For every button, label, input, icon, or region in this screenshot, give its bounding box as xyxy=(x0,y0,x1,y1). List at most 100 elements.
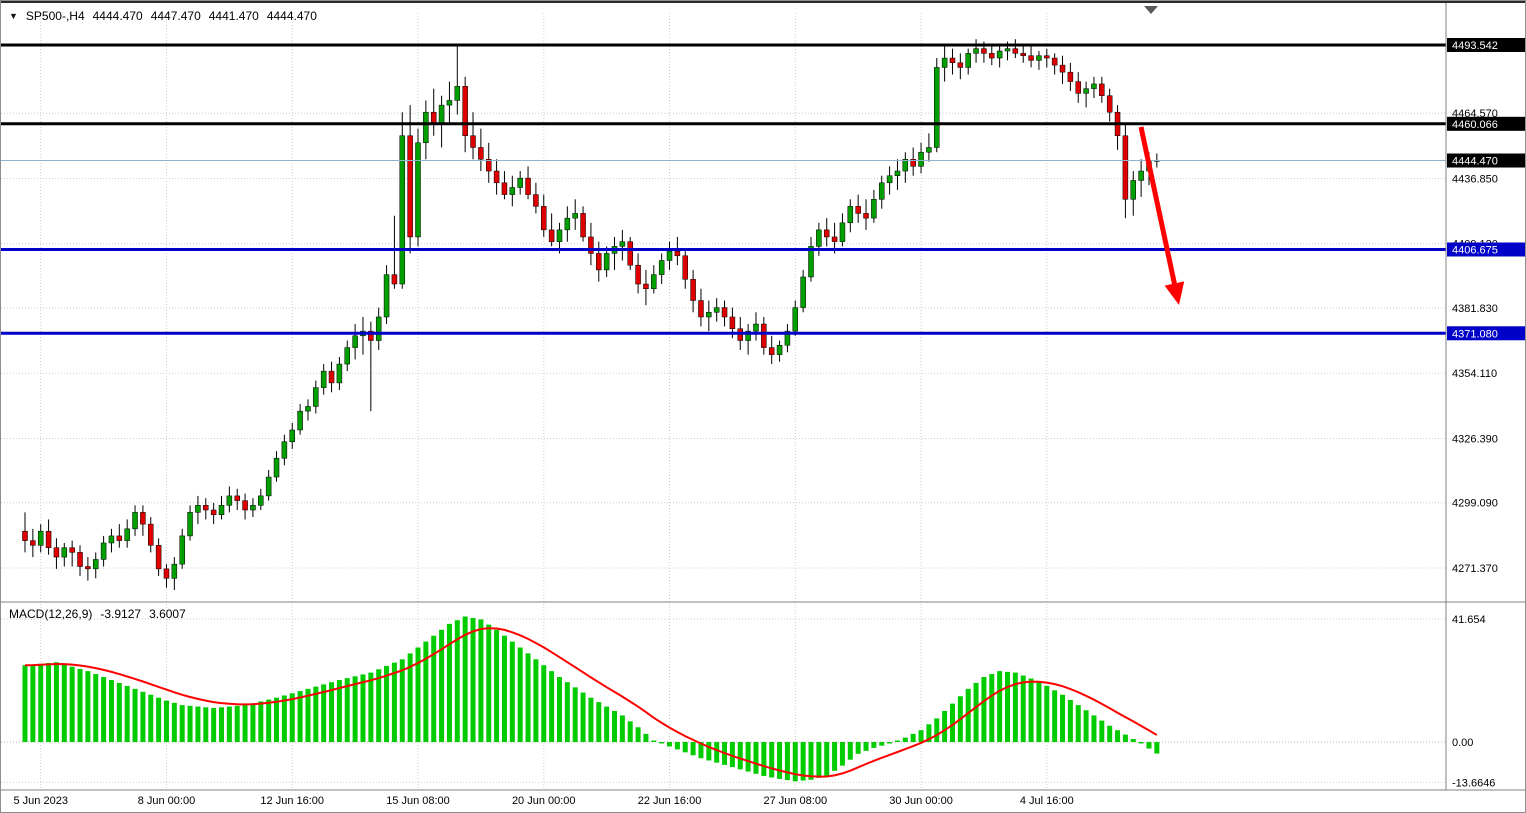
time-axis-label: 4 Jul 16:00 xyxy=(1020,795,1074,807)
candle-down xyxy=(635,253,641,294)
candle-down xyxy=(478,128,484,172)
candle-up xyxy=(258,488,264,511)
price-axis-label: 4381.830 xyxy=(1452,303,1498,315)
candle-up xyxy=(344,340,351,372)
candle-up xyxy=(281,434,288,466)
candle-down xyxy=(1099,76,1105,103)
candle-up xyxy=(415,128,421,247)
candle-down xyxy=(1051,53,1058,75)
candle-up xyxy=(666,241,673,270)
candle-down xyxy=(368,321,374,412)
candle-up xyxy=(847,199,854,233)
candle-up xyxy=(996,46,1003,68)
candle-down xyxy=(140,505,146,536)
candle-up xyxy=(839,213,846,247)
candle-down xyxy=(580,206,586,242)
candle-down xyxy=(1067,62,1074,92)
candle-down xyxy=(45,519,52,555)
chart-shift-marker-icon[interactable] xyxy=(1144,6,1158,14)
candle-down xyxy=(30,528,36,558)
macd-axis[interactable]: 41.654 0.00 -13.6646 xyxy=(1452,614,1495,789)
svg-text:4493.542: 4493.542 xyxy=(1452,40,1498,52)
price-axis-flag: 4406.675 xyxy=(1447,242,1525,257)
price-axis-label: 4299.090 xyxy=(1452,498,1498,510)
candle-up xyxy=(572,199,578,230)
price-axis[interactable]: 4464.5704436.8504409.1204381.8304354.110… xyxy=(1447,38,1526,575)
candle-down xyxy=(682,251,688,289)
candle-up xyxy=(423,100,429,160)
candle-down xyxy=(1106,88,1113,122)
candle-up xyxy=(454,46,461,115)
arrow-annotation[interactable] xyxy=(1138,126,1185,305)
candle-up xyxy=(132,505,138,536)
svg-text:4460.066: 4460.066 xyxy=(1452,119,1498,131)
candle-down xyxy=(155,538,162,576)
candle-down xyxy=(596,241,602,282)
candle-up xyxy=(894,159,901,190)
candle-down xyxy=(690,269,696,313)
candle-down xyxy=(430,88,437,136)
symbol-dropdown-icon[interactable]: ▼ xyxy=(9,10,18,21)
macd-indicator-header: MACD(12,26,9) -3.9127 3.6007 xyxy=(9,607,186,621)
candle-up xyxy=(446,81,453,124)
candle-up xyxy=(37,524,44,553)
candle-down xyxy=(949,48,956,75)
symbol-timeframe-label: SP500-,H4 xyxy=(25,9,85,23)
candle-down xyxy=(855,194,861,223)
candle-down xyxy=(328,361,335,393)
candle-down xyxy=(85,557,91,581)
candle-up xyxy=(438,95,445,148)
candle-up xyxy=(918,142,924,174)
candle-up xyxy=(187,505,193,541)
time-axis-label: 30 Jun 00:00 xyxy=(889,795,953,807)
candle-up xyxy=(941,43,948,82)
price-axis-flag: 4460.066 xyxy=(1447,116,1525,131)
candle-up xyxy=(1130,171,1137,216)
chart-header: ▼ SP500-,H4 4444.470 4447.470 4441.470 4… xyxy=(9,9,317,23)
candle-down xyxy=(22,512,28,553)
candle-down xyxy=(643,269,649,306)
candle-down xyxy=(116,524,123,548)
candle-up xyxy=(886,166,893,195)
candle-up xyxy=(179,528,185,569)
candle-up xyxy=(619,229,626,261)
candle-down xyxy=(761,316,767,355)
candle-down xyxy=(493,159,500,195)
price-axis-flag: 4493.542 xyxy=(1447,38,1525,52)
time-axis[interactable]: 5 Jun 2023 8 Jun 00:00 12 Jun 16:00 15 Jun … xyxy=(14,795,1074,807)
time-axis-label: 22 Jun 16:00 xyxy=(638,795,702,807)
candle-down xyxy=(210,502,217,525)
price-axis-label: 4436.850 xyxy=(1452,173,1498,185)
candle-up xyxy=(776,340,783,362)
candle-up xyxy=(195,495,201,525)
candle-down xyxy=(203,498,209,520)
candle-down xyxy=(485,142,492,183)
candle-down xyxy=(148,517,154,553)
candle-up xyxy=(784,324,791,353)
candle-down xyxy=(53,538,60,569)
candle-down xyxy=(77,545,83,576)
candle-up xyxy=(934,58,940,153)
svg-text:4444.470: 4444.470 xyxy=(1452,156,1498,168)
candle-down xyxy=(462,76,468,153)
candle-up xyxy=(399,112,406,289)
candle-down xyxy=(525,166,531,200)
candle-up xyxy=(92,552,99,579)
ohlc-low: 4441.470 xyxy=(208,9,259,23)
candle-down xyxy=(1028,46,1034,68)
time-axis-label: 27 Jun 08:00 xyxy=(763,795,827,807)
candle-up xyxy=(360,316,366,355)
candle-up xyxy=(706,300,712,332)
candle-up xyxy=(902,152,909,183)
ohlc-open: 4444.470 xyxy=(92,9,143,23)
candle-down xyxy=(234,488,240,511)
candle-down xyxy=(1020,43,1026,63)
candle-down xyxy=(69,540,75,567)
macd-signal-value: 3.6007 xyxy=(149,607,186,621)
candle-up xyxy=(124,519,130,548)
macd-histogram xyxy=(22,616,1160,782)
candle-up xyxy=(313,380,319,414)
candle-down xyxy=(391,215,398,289)
candle-up xyxy=(603,246,610,277)
